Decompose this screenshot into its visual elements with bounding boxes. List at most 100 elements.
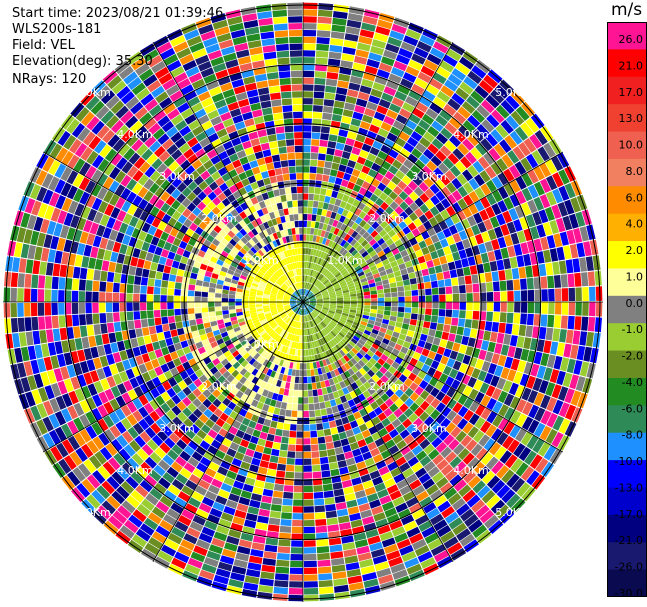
range-gate <box>343 325 350 332</box>
range-gate <box>323 300 330 302</box>
range-gate <box>428 448 440 460</box>
range-gate <box>325 238 331 246</box>
range-gate <box>343 261 351 268</box>
range-gate <box>446 205 456 217</box>
range-gate <box>178 262 187 271</box>
range-gate <box>556 342 565 357</box>
range-gate <box>419 411 430 422</box>
range-gate <box>54 426 67 442</box>
range-gate <box>520 431 533 446</box>
range-gate <box>281 251 286 259</box>
range-gate <box>291 285 296 291</box>
range-gate <box>215 288 223 294</box>
range-gate <box>303 84 314 91</box>
range-gate <box>479 382 490 394</box>
range-gate <box>381 537 396 548</box>
range-gate <box>133 302 140 311</box>
range-gate <box>283 304 290 308</box>
range-gate <box>327 232 333 240</box>
range-gate <box>384 333 392 341</box>
range-gate <box>303 214 308 221</box>
range-gate <box>287 396 293 404</box>
range-gate <box>564 199 575 215</box>
range-gate <box>519 373 530 387</box>
range-gate <box>387 461 399 472</box>
range-gate <box>489 331 498 343</box>
range-gate <box>465 365 475 376</box>
range-gate <box>397 180 408 191</box>
range-gate <box>548 302 555 315</box>
range-gate <box>369 332 378 339</box>
range-gate <box>344 362 351 370</box>
range-gate <box>525 117 540 133</box>
range-gate <box>290 286 295 292</box>
range-gate <box>169 244 179 254</box>
range-gate <box>273 586 288 595</box>
range-gate <box>329 169 338 177</box>
range-gate <box>406 266 415 274</box>
range-gate <box>240 439 250 448</box>
range-gate <box>101 333 110 345</box>
range-gate <box>586 331 594 347</box>
range-gate <box>76 217 87 231</box>
range-gate <box>235 291 243 296</box>
range-gate <box>540 410 552 425</box>
range-gate <box>119 293 126 302</box>
range-gate <box>363 308 371 313</box>
range-gate <box>143 74 158 87</box>
range-gate <box>288 263 293 271</box>
range-gate <box>339 280 346 286</box>
range-gate <box>513 443 526 458</box>
range-gate <box>324 318 331 323</box>
range-gate <box>356 255 363 262</box>
range-gate <box>378 62 393 73</box>
range-gate <box>430 155 442 167</box>
range-gate <box>390 260 398 268</box>
range-gate <box>276 306 284 309</box>
range-gate <box>319 402 326 410</box>
range-gate <box>390 384 399 393</box>
range-gate <box>320 230 326 238</box>
range-gate <box>334 326 342 332</box>
range-gate <box>188 284 196 291</box>
range-gate <box>409 357 418 367</box>
range-gate <box>139 479 153 493</box>
range-gate <box>258 314 265 319</box>
range-gate <box>353 483 364 493</box>
range-gate <box>274 580 289 588</box>
range-gate <box>501 154 514 168</box>
range-gate <box>182 346 191 355</box>
range-gate <box>377 305 385 311</box>
range-gate <box>208 403 218 413</box>
range-gate <box>187 302 195 308</box>
range-gate <box>289 567 303 575</box>
range-gate <box>328 537 342 546</box>
range-gate <box>187 212 197 222</box>
range-gate <box>377 182 387 192</box>
range-gate <box>167 295 174 302</box>
range-gate <box>394 239 403 248</box>
range-gate <box>220 250 229 258</box>
range-gate <box>187 308 195 315</box>
range-gate <box>303 64 315 71</box>
range-gate <box>242 255 250 262</box>
range-gate <box>369 312 377 318</box>
range-gate <box>283 283 289 289</box>
range-gate <box>393 408 403 418</box>
range-gate <box>267 337 273 344</box>
range-gate <box>330 427 339 435</box>
range-gate <box>248 259 256 266</box>
range-gate <box>91 422 103 436</box>
range-gate <box>278 539 291 547</box>
range-gate <box>195 445 207 456</box>
range-gate <box>44 385 55 400</box>
range-gate <box>414 77 428 89</box>
range-gate <box>231 246 240 254</box>
range-gate <box>318 285 325 290</box>
range-gate <box>325 85 337 94</box>
range-gate <box>227 401 237 411</box>
range-gate <box>374 350 383 358</box>
range-gate <box>339 256 346 264</box>
range-gate <box>350 213 359 222</box>
range-gate <box>51 289 58 302</box>
